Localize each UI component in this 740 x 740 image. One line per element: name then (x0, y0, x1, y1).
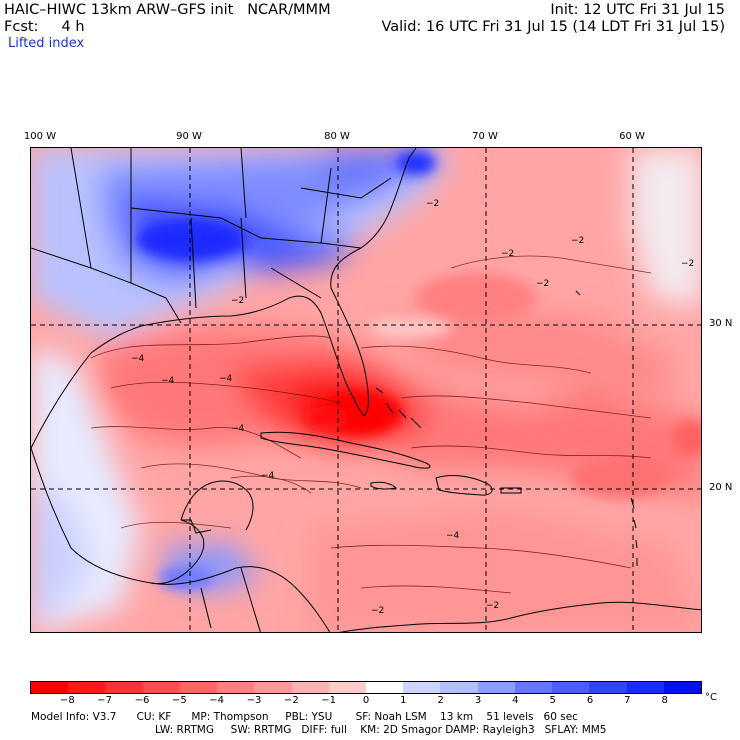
model-title: HAIC–HIWC 13km ARW–GFS init NCAR/MMM (4, 2, 331, 18)
colorbar-cell (626, 682, 664, 693)
colorbar-cell (179, 682, 218, 693)
colorbar-tick-label: 0 (362, 695, 370, 706)
field-detail (136, 151, 701, 590)
lat-label-30n: 30 N (709, 318, 733, 329)
colorbar-tick-label: 6 (586, 695, 594, 706)
lon-label-70w: 70 W (472, 131, 498, 142)
colorbar-cell (254, 682, 292, 693)
lon-label-60w: 60 W (619, 131, 645, 142)
colorbar-unit: °C (705, 692, 717, 703)
colorbar-tick-label: 2 (437, 695, 444, 706)
valid-time: Valid: 16 UTC Fri 31 Jul 15 (14 LDT Fri … (381, 19, 725, 35)
colorbar-cell (403, 682, 441, 693)
colorbar-tick-label: −4 (209, 695, 225, 706)
lon-label-80w: 80 W (324, 131, 350, 142)
colorbar-tick-label: 4 (512, 695, 519, 706)
colorbar-tick-label: 8 (661, 695, 668, 706)
contour-label: −2 (501, 249, 514, 259)
contour-label: −4 (219, 374, 233, 384)
colorbar-tick-label: 3 (474, 695, 482, 706)
contour-label: −2 (536, 279, 549, 289)
colorbar-tick-label: 7 (624, 695, 631, 706)
map-canvas: −2 −2 −2 −2 −2 −2 −4 −4 −4 −4 −4 −4 −2 −… (31, 148, 701, 632)
colorbar-cell (142, 682, 180, 693)
model-info-line2: LW: RRTMG SW: RRTMG DIFF: full KM: 2D Sm… (155, 724, 607, 736)
lon-label-100w: 100 W (23, 131, 57, 142)
colorbar-cell (328, 682, 366, 693)
contour-label: −2 (571, 236, 584, 246)
contour-label: −2 (231, 296, 244, 306)
contour-label: −2 (486, 601, 499, 611)
colorbar-cell (552, 682, 590, 693)
field-name: Lifted index (8, 36, 85, 51)
colorbar-cell (105, 682, 143, 693)
colorbar-cell (663, 682, 701, 693)
lat-label-20n: 20 N (709, 482, 733, 493)
colorbar-cell (31, 682, 69, 693)
lon-label-90w: 90 W (176, 131, 202, 142)
lifted-index-map: −2 −2 −2 −2 −2 −2 −4 −4 −4 −4 −4 −4 −2 −… (30, 147, 702, 633)
colorbar-cell (68, 682, 106, 693)
init-time: Init: 12 UTC Fri 31 Jul 15 (550, 2, 725, 18)
coastlines (31, 148, 701, 632)
colorbar-cell (514, 682, 553, 693)
colorbar-tick-label: −8 (59, 695, 75, 706)
contour-label: −4 (446, 531, 460, 541)
colorbar-cell (589, 682, 627, 693)
colorbar-cell (440, 682, 478, 693)
contour-label: −4 (231, 424, 245, 434)
colorbar-tick-label: −5 (171, 695, 187, 706)
lat-lon-grid (31, 148, 701, 632)
colorbar-cell (291, 682, 329, 693)
colorbar-tick-label: −2 (283, 695, 299, 706)
contour-label-group: −2 −2 −2 −2 −2 −2 −4 −4 −4 −4 −4 −4 −2 −… (131, 199, 694, 616)
colorbar-cell (217, 682, 255, 693)
contours (90, 255, 652, 594)
contour-label: −4 (261, 471, 275, 481)
colorbar-cell (365, 682, 404, 693)
colorbar-tick-label: −1 (321, 695, 337, 706)
colorbar-tick-label: 5 (549, 695, 556, 706)
contour-label: −2 (371, 606, 384, 616)
colorbar-tick-label: −3 (246, 695, 262, 706)
contour-label: −4 (131, 354, 145, 364)
contour-label: −2 (681, 259, 694, 269)
contour-label: −4 (161, 376, 175, 386)
colorbar-tick-label: −7 (97, 695, 113, 706)
model-info-line1: Model Info: V3.7 CU: KF MP: Thompson PBL… (31, 711, 578, 723)
colorbar-cell (477, 682, 515, 693)
colorbar (30, 681, 702, 694)
colorbar-tick-label: 1 (400, 695, 407, 706)
forecast-hour: Fcst: 4 h (4, 19, 85, 35)
contour-label: −2 (426, 199, 439, 209)
colorbar-tick-label: −6 (134, 695, 150, 706)
